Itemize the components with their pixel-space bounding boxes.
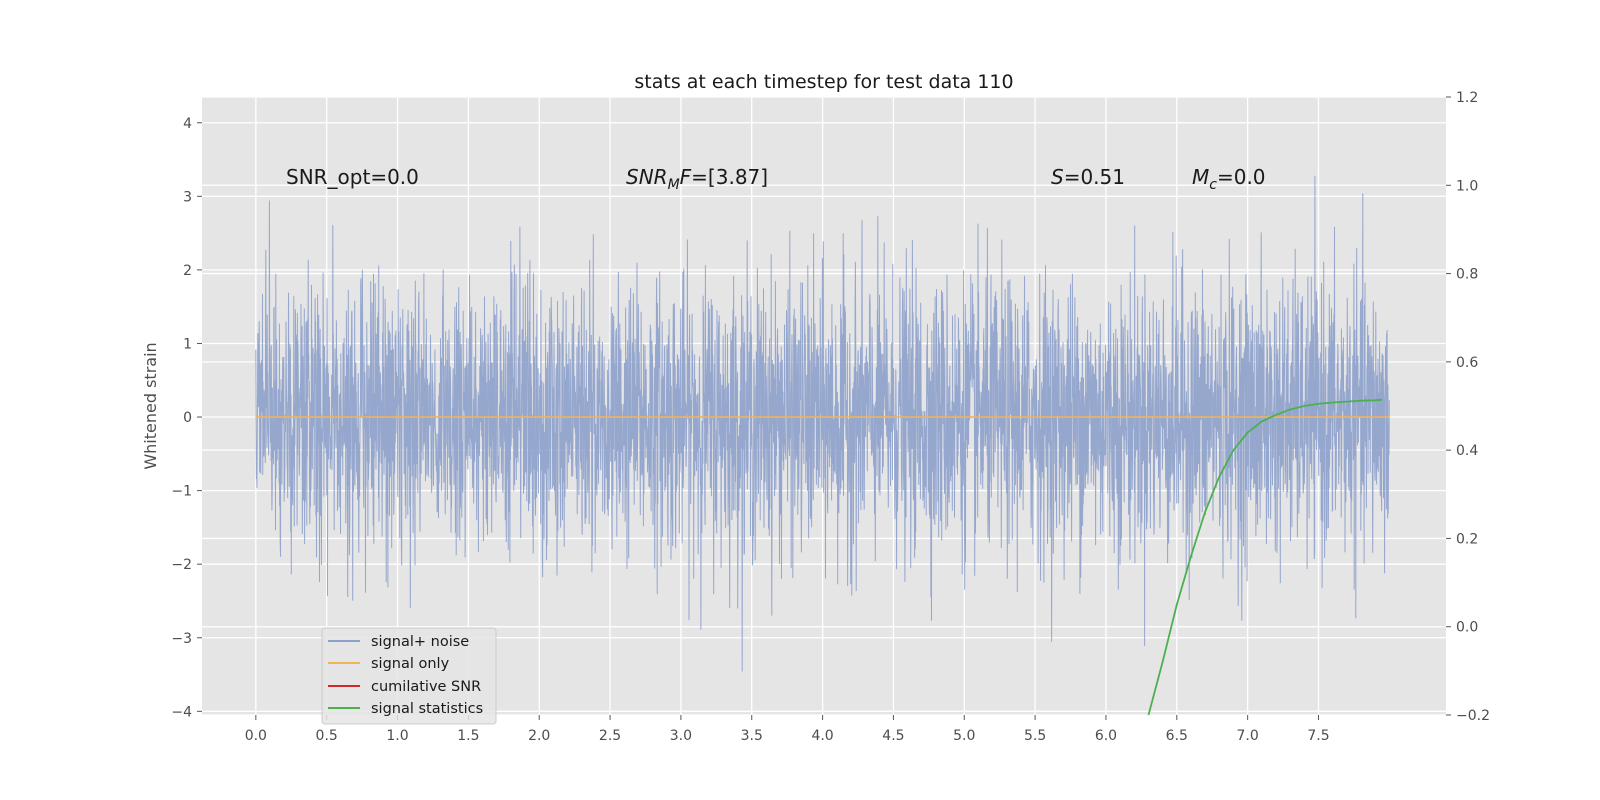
mc-sub: c <box>1209 177 1217 193</box>
legend-label-snr: cumilative SNR <box>371 679 481 695</box>
snr-mf-annotation: SNRMF=[3.87] <box>626 165 768 193</box>
y2-tick-label: 0.0 <box>1456 620 1478 636</box>
y-tick-label: 2 <box>183 263 192 279</box>
snr-mf-main: SNR <box>626 165 668 189</box>
y2-tick-label: 0.2 <box>1456 531 1478 547</box>
x-tick-label: 0.0 <box>245 728 267 744</box>
y2-axis: −0.2 0.0 0.2 0.4 0.6 0.8 1.0 1.2 <box>1446 90 1490 724</box>
y-tick-label: −3 <box>171 631 192 647</box>
mc-annotation: Mc=0.0 <box>1192 165 1266 193</box>
x-tick-label: 6.5 <box>1166 728 1188 744</box>
y-tick-label: −1 <box>171 484 192 500</box>
y2-tick-label: 0.4 <box>1456 443 1478 459</box>
legend-box <box>321 627 497 725</box>
x-tick-label: 6.0 <box>1095 728 1117 744</box>
y-axis: −4 −3 −2 −1 0 1 2 3 4 <box>171 116 202 720</box>
y-tick-label: 4 <box>183 116 192 132</box>
x-tick-label: 1.0 <box>386 728 408 744</box>
s-symbol: S <box>1051 165 1064 189</box>
mc-value: =0.0 <box>1217 165 1266 189</box>
legend: signal+ noise signal only cumilative SNR… <box>321 627 497 725</box>
x-tick-label: 5.5 <box>1024 728 1046 744</box>
y-axis-label: Whitened strain <box>141 342 160 469</box>
chart-title: stats at each timestep for test data 110 <box>634 71 1013 93</box>
x-tick-label: 5.0 <box>953 728 975 744</box>
y-tick-label: 1 <box>183 336 192 352</box>
s-annotation: S=0.51 <box>1051 165 1125 189</box>
x-tick-label: 4.5 <box>882 728 904 744</box>
x-tick-label: 2.5 <box>599 728 621 744</box>
legend-label-stats: signal statistics <box>371 701 483 717</box>
y-tick-label: 0 <box>183 410 192 426</box>
x-tick-label: 7.0 <box>1237 728 1259 744</box>
series-signal-noise <box>255 175 1390 672</box>
x-tick-label: 2.0 <box>528 728 550 744</box>
s-value: =0.51 <box>1064 165 1125 189</box>
snr-opt-annotation: SNR_opt=0.0 <box>286 165 419 189</box>
y-tick-label: 3 <box>183 189 192 205</box>
x-tick-label: 1.5 <box>457 728 479 744</box>
x-axis: 0.0 0.5 1.0 1.5 2.0 2.5 3.0 3.5 4.0 4.5 5.0 5.5 6.0 6… <box>245 715 1330 744</box>
legend-label-noise: signal+ noise <box>371 634 469 650</box>
x-tick-label: 0.5 <box>316 728 338 744</box>
series-layer <box>255 175 1390 716</box>
x-tick-label: 4.0 <box>811 728 833 744</box>
mc-main: M <box>1192 165 1209 189</box>
legend-label-signal: signal only <box>371 656 450 672</box>
y2-tick-label: 1.2 <box>1456 90 1478 106</box>
snr-mf-rest-value: =[3.87] <box>691 165 768 189</box>
snr-mf-rest-f: F <box>680 165 692 189</box>
y-tick-label: −4 <box>171 704 192 720</box>
y2-tick-label: 0.6 <box>1456 355 1478 371</box>
y2-tick-label: −0.2 <box>1456 708 1490 724</box>
y2-tick-label: 0.8 <box>1456 267 1478 283</box>
series-signal-statistics <box>1147 398 1383 716</box>
y2-tick-label: 1.0 <box>1456 178 1478 194</box>
x-tick-label: 3.0 <box>670 728 692 744</box>
y-tick-label: −2 <box>171 557 192 573</box>
x-tick-label: 3.5 <box>741 728 763 744</box>
x-tick-label: 7.5 <box>1307 728 1329 744</box>
snr-mf-sub: M <box>668 177 680 193</box>
